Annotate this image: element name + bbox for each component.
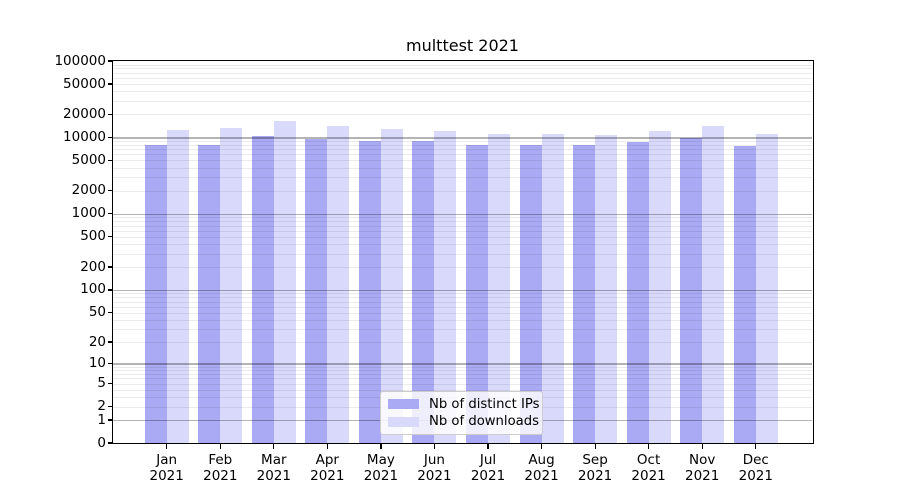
y-tick-mark <box>108 83 113 85</box>
x-tick-mark <box>380 444 382 449</box>
bar-nov-downloads <box>702 125 725 443</box>
x-tick-label-apr: Apr 2021 <box>310 452 345 484</box>
x-tick-mark <box>648 444 650 449</box>
x-tick-label-may: May 2021 <box>363 452 399 484</box>
x-tick-mark <box>594 444 596 449</box>
y-tick-label: 20 <box>88 333 106 350</box>
bar-feb-distinct-ips <box>198 145 221 443</box>
y-tick-label: 200 <box>80 258 106 275</box>
x-tick-mark <box>166 444 168 449</box>
bar-dec-distinct-ips <box>733 146 756 443</box>
bar-feb-downloads <box>220 127 243 443</box>
y-tick-mark <box>108 289 113 291</box>
y-tick-label: 20000 <box>63 105 106 122</box>
legend: Nb of distinct IPs Nb of downloads <box>380 391 543 435</box>
x-tick-mark <box>701 444 703 449</box>
x-tick-label-mar: Mar 2021 <box>256 452 291 484</box>
bar-jan-downloads <box>166 129 189 443</box>
bar-sep-distinct-ips <box>573 144 596 443</box>
bar-sep-downloads <box>595 134 618 443</box>
y-tick-mark <box>108 236 113 238</box>
bar-oct-distinct-ips <box>626 142 649 443</box>
bar-may-distinct-ips <box>358 141 381 443</box>
y-tick-mark <box>108 442 113 444</box>
x-tick-label-jun: Jun 2021 <box>417 452 452 484</box>
x-tick-label-oct: Oct 2021 <box>631 452 666 484</box>
bar-jul-downloads <box>488 133 510 443</box>
x-tick-label-sep: Sep 2021 <box>577 452 613 484</box>
y-tick-mark <box>108 159 113 162</box>
y-tick-label: 5 <box>97 375 106 391</box>
bar-mar-downloads <box>273 121 296 443</box>
x-tick-label-jan: Jan 2021 <box>149 452 184 484</box>
x-tick-mark <box>273 444 275 449</box>
y-tick-mark <box>108 190 113 192</box>
y-tick-label: 50000 <box>63 75 106 92</box>
y-tick-mark <box>108 311 113 314</box>
x-tick-mark <box>219 444 221 449</box>
x-tick-mark <box>755 444 757 449</box>
legend-label-distinct-ips: Nb of distinct IPs <box>429 396 540 412</box>
bar-dec-downloads <box>755 134 778 443</box>
y-tick-label: 1000 <box>71 205 106 222</box>
y-tick-mark <box>108 419 113 421</box>
y-tick-label: 50 <box>88 304 106 320</box>
y-tick-label: 100000 <box>54 52 106 69</box>
x-tick-label-aug: Aug 2021 <box>524 452 559 484</box>
bar-nov-distinct-ips <box>680 138 703 443</box>
legend-label-downloads: Nb of downloads <box>429 414 539 430</box>
y-tick-label: 2000 <box>71 182 106 199</box>
bar-apr-downloads <box>327 125 350 443</box>
y-tick-mark <box>108 362 113 365</box>
bar-oct-downloads <box>648 130 671 443</box>
y-tick-label: 0 <box>97 434 106 451</box>
y-tick-label: 500 <box>80 228 106 245</box>
y-tick-label: 5000 <box>71 151 106 168</box>
bar-jun-downloads <box>434 130 457 443</box>
plot-area <box>113 61 812 443</box>
x-tick-mark <box>540 444 543 449</box>
legend-item-downloads: Nb of downloads <box>388 414 539 429</box>
y-tick-label: 10000 <box>63 128 106 145</box>
chart-title: multtest 2021 <box>406 36 519 55</box>
bar-mar-distinct-ips <box>251 135 274 443</box>
y-tick-label: 1 <box>97 411 106 428</box>
y-tick-mark <box>108 266 113 268</box>
x-tick-mark <box>433 444 436 449</box>
x-tick-label-nov: Nov 2021 <box>685 452 720 484</box>
bar-jan-distinct-ips <box>144 144 167 443</box>
legend-item-distinct-ips: Nb of distinct IPs <box>388 397 540 412</box>
y-tick-mark <box>108 136 113 139</box>
y-tick-mark <box>108 405 113 408</box>
y-tick-mark <box>108 60 113 62</box>
x-tick-label-feb: Feb 2021 <box>203 452 238 484</box>
y-tick-mark <box>108 213 113 215</box>
x-tick-label-dec: Dec 2021 <box>738 452 773 484</box>
y-tick-mark <box>108 113 113 116</box>
y-tick-mark <box>108 382 113 385</box>
bar-aug-downloads <box>541 134 564 443</box>
x-tick-mark <box>487 444 489 449</box>
legend-swatch-downloads <box>388 416 419 427</box>
x-tick-label-jul: Jul 2021 <box>470 452 506 484</box>
y-tick-mark <box>108 341 113 343</box>
x-tick-mark <box>326 444 328 449</box>
y-tick-label: 100 <box>80 281 106 298</box>
y-tick-label: 10 <box>88 354 106 371</box>
legend-swatch-distinct-ips <box>388 399 419 410</box>
bars-layer <box>113 61 812 443</box>
y-tick-label: 2 <box>97 398 106 414</box>
bar-apr-distinct-ips <box>305 138 328 443</box>
